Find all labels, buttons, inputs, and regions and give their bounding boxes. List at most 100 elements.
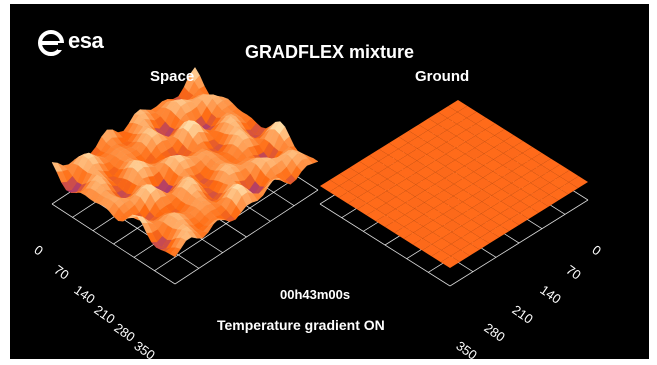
- ground-surface-cell: [447, 124, 467, 136]
- logo-text: esa: [68, 28, 104, 53]
- ground-surface-cell: [426, 148, 446, 161]
- ground-surface-cell: [441, 244, 461, 256]
- ground-surface-cell: [522, 146, 542, 159]
- ground-surface-cell: [484, 147, 504, 160]
- ground-surface-cell: [476, 117, 496, 130]
- ground-surface-cell: [492, 165, 512, 178]
- ground-surface-cell: [433, 214, 453, 227]
- ground-surface-cell: [539, 182, 559, 195]
- ground-surface-cell: [436, 142, 456, 155]
- ground-surface-cell: [438, 106, 458, 119]
- ground-surface-cell: [437, 118, 457, 131]
- ground-surface-cell: [444, 172, 464, 184]
- ground-surface-cell: [502, 171, 522, 184]
- ground-surface-cell: [426, 160, 446, 173]
- ground-surface-cell: [472, 201, 492, 214]
- ground-surface-cell: [416, 166, 436, 179]
- ground-surface-cell: [481, 207, 501, 220]
- ground-surface-cell: [406, 172, 426, 185]
- ground-surface-cell: [450, 249, 470, 262]
- ground-surface-cell: [441, 232, 461, 244]
- ground-surface-cell: [395, 202, 415, 215]
- ground-surface-cell: [422, 232, 442, 245]
- ground-surface-cell: [460, 243, 480, 256]
- ground-surface-cell: [428, 112, 448, 125]
- ground-surface-cell: [385, 220, 405, 233]
- ground-surface-cell: [549, 176, 569, 189]
- ground-surface-cell: [422, 244, 442, 257]
- ground-surface-cell: [407, 160, 427, 173]
- ground-surface-cell: [483, 159, 503, 172]
- ground-surface-cell: [461, 219, 481, 232]
- ground-surface-cell: [413, 226, 433, 239]
- video-frame: esa GRADFLEX mixture Space Ground 00h43m…: [10, 4, 649, 359]
- ground-surface-cell: [462, 207, 482, 220]
- ground-surface-cell: [503, 147, 523, 160]
- ground-surface-cell: [425, 172, 445, 185]
- ground-surface-cell: [412, 238, 432, 251]
- ground-surface-cell: [405, 196, 425, 209]
- ground-surface-cell: [530, 176, 550, 189]
- ground-surface-cell: [375, 215, 395, 227]
- ground-surface-cell: [385, 208, 405, 221]
- ground-surface-cell: [465, 147, 485, 160]
- ground-surface-cell: [549, 188, 569, 201]
- ground-surface-cell: [408, 136, 428, 149]
- ground-surface-cell: [481, 195, 501, 208]
- ground-surface-cell: [474, 153, 494, 166]
- ground-surface-cell: [473, 177, 493, 190]
- status-text: Temperature gradient ON: [217, 317, 385, 333]
- ground-surface-cell: [404, 208, 424, 221]
- ground-surface-cell: [339, 179, 359, 192]
- ground-surface-cell: [417, 142, 437, 155]
- ground-surface-cell: [366, 209, 386, 222]
- ground-surface-cell: [432, 238, 452, 251]
- ground-surface-cell: [434, 190, 454, 203]
- ground-surface-cell: [389, 136, 409, 149]
- ground-surface-cell: [368, 173, 388, 186]
- ground-surface-cell: [416, 154, 436, 167]
- ground-surface-cell: [462, 195, 482, 208]
- ground-surface-cell: [357, 191, 377, 204]
- ground-surface-cell: [398, 142, 418, 155]
- ground-surface-cell: [494, 141, 514, 154]
- ground-surface-cell: [490, 225, 510, 238]
- ground-surface-cell: [398, 130, 418, 143]
- ground-surface-cell: [423, 208, 443, 221]
- ground-surface-cell: [485, 123, 505, 136]
- ground-surface-cell: [472, 189, 492, 202]
- ground-surface-cell: [347, 197, 367, 210]
- ground-surface-cell: [338, 191, 358, 204]
- ground-surface-cell: [349, 173, 369, 186]
- ground-surface-cell: [520, 182, 540, 195]
- figure-title: GRADFLEX mixture: [244, 42, 415, 62]
- ground-surface-cell: [492, 177, 512, 190]
- ground-surface-cell: [471, 213, 491, 226]
- ground-surface-cell: [435, 166, 455, 179]
- ground-surface-cell: [452, 213, 472, 226]
- ground-surface-cell: [456, 129, 476, 142]
- ground-surface-cell: [376, 203, 396, 215]
- ground-surface-cell: [387, 160, 407, 173]
- ground-surface-cell: [484, 135, 504, 148]
- ground-surface-cell: [444, 184, 464, 196]
- ground-surface-cell: [531, 164, 551, 177]
- ground-surface-cell: [463, 183, 483, 196]
- ground-surface-cell: [378, 155, 398, 167]
- ground-surface-cell: [453, 189, 473, 202]
- ground-surface-cell: [480, 231, 500, 244]
- ground-surface-cell: [405, 184, 425, 197]
- ground-surface-cell: [490, 213, 510, 226]
- ground-surface-cell: [436, 154, 456, 167]
- ground-surface-cell: [349, 161, 369, 174]
- ground-surface-cell: [455, 153, 475, 166]
- ground-surface-cell: [501, 183, 521, 196]
- ground-surface-cell: [415, 178, 435, 191]
- ground-surface-cell: [396, 190, 416, 203]
- ground-surface-cell: [348, 185, 368, 198]
- ground-surface-cell: [394, 214, 414, 227]
- ground-surface-cell: [501, 195, 521, 208]
- ground-surface-cell: [443, 196, 463, 208]
- ground-surface-cell: [451, 225, 471, 238]
- ground-surface-cell: [404, 220, 424, 233]
